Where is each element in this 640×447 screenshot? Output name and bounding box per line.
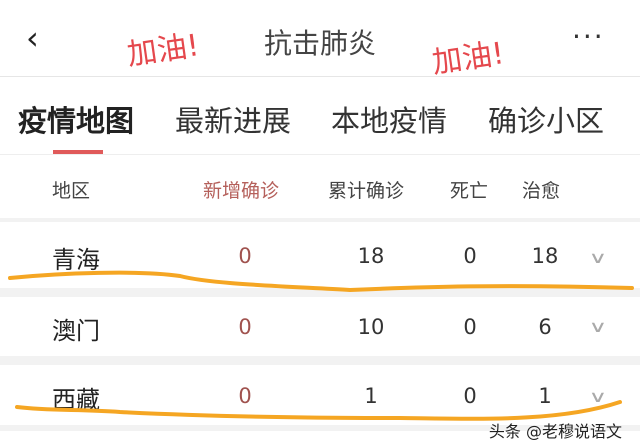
page-title: 抗击肺炎 xyxy=(263,27,376,60)
deaths: 0 xyxy=(463,384,477,408)
column-header-total[interactable]: 累计确诊 xyxy=(328,180,405,202)
total-cases: 18 xyxy=(357,244,385,268)
region-name: 青海 xyxy=(52,246,100,274)
deaths: 0 xyxy=(463,315,477,339)
divider xyxy=(0,356,640,365)
tab-confirmed-communities[interactable]: 确诊小区 xyxy=(488,104,605,138)
deaths: 0 xyxy=(463,244,477,268)
watermark: 头条 @老穆说语文 xyxy=(488,422,622,441)
chevron-down-icon[interactable]: ∨ xyxy=(588,387,608,406)
column-header-new[interactable]: 新增确诊 xyxy=(203,180,280,202)
divider xyxy=(0,425,640,431)
cheer-annotation: 加油! xyxy=(125,28,202,73)
region-name: 澳门 xyxy=(52,317,100,345)
chevron-left-icon[interactable]: ‹ xyxy=(26,19,39,57)
new-cases: 0 xyxy=(238,315,252,339)
chevron-down-icon[interactable]: ∨ xyxy=(588,248,608,267)
cured: 6 xyxy=(538,315,552,339)
table-row[interactable]: 西藏 0 1 0 1 ∨ xyxy=(0,365,640,425)
new-cases: 0 xyxy=(238,244,252,268)
tab-epidemic-map[interactable]: 疫情地图 xyxy=(18,104,135,138)
table-row[interactable]: 青海 0 18 0 18 ∨ xyxy=(0,222,640,288)
tab-local-epidemic[interactable]: 本地疫情 xyxy=(331,104,448,138)
total-cases: 10 xyxy=(357,315,385,339)
divider xyxy=(0,218,640,222)
new-cases: 0 xyxy=(238,384,252,408)
active-tab-indicator xyxy=(53,150,103,154)
table-row[interactable]: 澳门 0 10 0 6 ∨ xyxy=(0,297,640,356)
cheer-annotation: 加油! xyxy=(430,36,507,81)
cured: 1 xyxy=(538,384,552,408)
total-cases: 1 xyxy=(364,384,378,408)
column-header-region: 地区 xyxy=(52,180,91,202)
chevron-down-icon[interactable]: ∨ xyxy=(588,317,608,336)
more-dots-icon[interactable]: ··· xyxy=(572,20,605,53)
column-header-deaths[interactable]: 死亡 xyxy=(450,180,489,202)
top-bar: ‹ 抗击肺炎 ··· 加油! 加油! xyxy=(0,0,640,81)
tab-bar: 疫情地图 最新进展 本地疫情 确诊小区 xyxy=(0,78,640,155)
tab-latest-progress[interactable]: 最新进展 xyxy=(175,104,292,138)
divider xyxy=(0,288,640,297)
region-name: 西藏 xyxy=(52,386,100,414)
column-header-cured[interactable]: 治愈 xyxy=(522,180,561,202)
cured: 18 xyxy=(531,244,559,268)
